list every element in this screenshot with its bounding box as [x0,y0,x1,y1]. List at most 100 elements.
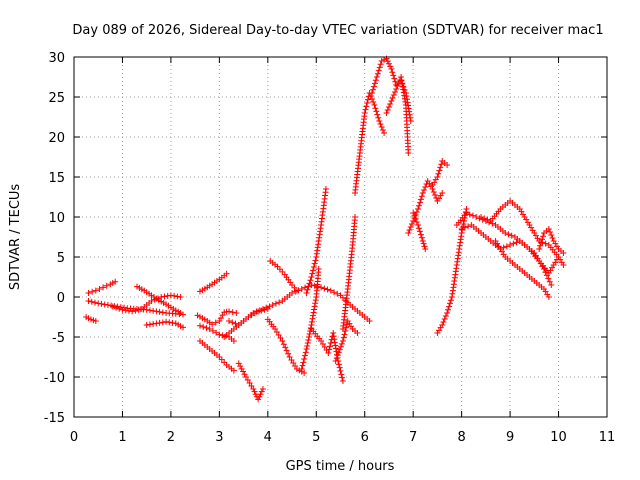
series-track-v [368,55,414,124]
data-point [88,298,95,305]
data-point [405,230,412,236]
data-point [308,318,315,325]
data-point [276,299,283,306]
data-point [481,215,488,222]
data-point [547,229,554,235]
data-point [335,361,342,368]
data-point [161,293,168,300]
x-tick-label: 10 [550,430,567,445]
data-point [420,240,427,247]
x-tick-label: 11 [599,430,616,445]
data-point [309,315,316,322]
data-point [406,227,413,233]
data-point [438,161,445,168]
data-point [153,308,160,315]
data-point [306,280,313,287]
data-point [229,319,236,326]
data-point [233,310,240,316]
data-point [400,89,407,96]
data-point [336,364,343,371]
data-point [148,298,155,304]
data-point [327,340,334,346]
data-point [307,325,314,331]
x-tick-label: 2 [167,430,175,445]
x-tick-label: 5 [312,430,320,445]
data-point [373,74,380,80]
x-tick-labels: 0 1 2 3 4 5 6 7 8 9 10 11 [70,430,615,445]
data-point [171,292,178,299]
data-point [310,309,317,316]
data-point [390,72,397,79]
data-point [538,239,545,246]
data-point [163,318,170,325]
data-point [408,221,415,227]
data-point [384,58,391,65]
data-point [545,226,552,232]
data-point [241,371,248,378]
data-point [282,344,289,351]
x-tick-label: 8 [457,430,465,445]
data-point [258,388,265,395]
data-point [421,243,428,250]
data-point [462,209,469,215]
data-point [325,350,332,356]
y-tick-label: 25 [48,91,65,106]
data-point [298,286,305,292]
series-track-m [226,306,271,328]
data-point [389,95,396,101]
data-point [216,331,223,338]
data-point [367,93,374,99]
data-point [440,319,447,325]
series-track-i [196,322,237,344]
data-point [401,95,408,102]
data-point [388,98,395,104]
data-point [200,323,207,330]
series-track-af [536,226,567,256]
plot-frame [73,56,608,418]
data-point [503,243,510,250]
data-point [300,359,307,366]
data-point [418,234,425,241]
data-point [387,101,394,107]
data-point [431,192,438,198]
data-point [461,218,468,224]
data-point [339,338,346,344]
data-point [478,214,485,220]
data-point [394,83,401,89]
data-point [85,290,92,296]
data-point [232,320,239,327]
data-point [383,110,390,116]
data-point [436,167,443,174]
series-track-a [85,278,119,296]
data-point [312,257,319,264]
data-point [421,187,428,193]
data-point [119,306,126,313]
data-point [100,284,107,291]
grid-lines [74,57,607,417]
data-point [545,294,552,300]
data-point [159,319,166,326]
series-track-q [303,186,329,296]
data-point [177,310,184,316]
data-point [326,346,333,353]
data-point [393,86,400,92]
data-point [422,184,429,190]
data-point [370,83,377,90]
data-point [331,336,338,343]
data-point [156,319,163,326]
data-point [444,162,451,168]
data-point [305,283,312,290]
data-point [411,213,418,219]
data-point [446,303,453,310]
data-point [388,66,395,72]
data-point [389,69,396,76]
data-point [542,240,549,247]
y-tick-label: 0 [57,291,65,306]
data-point [174,293,181,300]
data-point [545,275,552,282]
data-point [461,224,468,231]
data-point [400,86,407,93]
data-point [332,358,339,364]
y-tick-label: 5 [57,251,65,266]
data-point [418,193,425,200]
